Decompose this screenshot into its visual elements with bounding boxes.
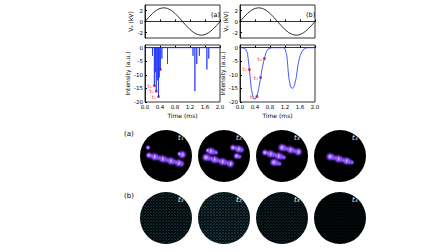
svg-text:-15: -15 xyxy=(134,85,143,91)
svg-text:0.8: 0.8 xyxy=(266,104,275,110)
svg-text:0.0: 0.0 xyxy=(141,104,150,110)
svg-text:t₃: t₃ xyxy=(152,94,156,100)
svg-text:-5: -5 xyxy=(233,58,239,64)
svg-text:t₄: t₄ xyxy=(352,134,358,142)
svg-text:Vₐ (kV): Vₐ (kV) xyxy=(222,11,229,32)
svg-text:t₁: t₁ xyxy=(243,66,247,72)
svg-text:0: 0 xyxy=(235,19,239,25)
svg-text:-20: -20 xyxy=(229,99,238,105)
svg-text:1.6: 1.6 xyxy=(296,104,305,110)
svg-text:t₄: t₄ xyxy=(258,56,263,62)
svg-text:t₂: t₂ xyxy=(250,93,255,100)
svg-text:0.4: 0.4 xyxy=(251,104,260,110)
svg-text:-20: -20 xyxy=(134,99,143,105)
svg-text:(b): (b) xyxy=(306,11,315,19)
svg-text:t₃: t₃ xyxy=(294,134,300,142)
svg-text:1.2: 1.2 xyxy=(186,104,195,110)
svg-text:-2: -2 xyxy=(233,30,238,36)
svg-text:2.0: 2.0 xyxy=(311,104,320,110)
svg-text:t₁: t₁ xyxy=(178,134,184,142)
svg-text:t₁: t₁ xyxy=(178,196,184,204)
svg-text:0: 0 xyxy=(140,19,144,25)
svg-text:t₃: t₃ xyxy=(294,196,300,204)
svg-text:Vₐ (kV): Vₐ (kV) xyxy=(127,11,134,32)
svg-text:t₁: t₁ xyxy=(147,82,152,89)
svg-text:t₂: t₂ xyxy=(236,134,242,142)
svg-text:t₂: t₂ xyxy=(236,196,242,204)
svg-text:t₂: t₂ xyxy=(149,88,154,95)
svg-text:t₃: t₃ xyxy=(254,75,258,81)
svg-text:0: 0 xyxy=(235,45,239,51)
svg-text:0.4: 0.4 xyxy=(156,104,165,110)
html-text:(b): (b) xyxy=(124,192,134,200)
svg-text:0.0: 0.0 xyxy=(236,104,245,110)
svg-text:-10: -10 xyxy=(229,72,238,78)
svg-text:2.0: 2.0 xyxy=(216,104,225,110)
svg-text:2: 2 xyxy=(235,8,239,14)
svg-text:0.8: 0.8 xyxy=(171,104,180,110)
svg-text:-5: -5 xyxy=(138,58,144,64)
svg-text:0: 0 xyxy=(140,45,144,51)
svg-text:-10: -10 xyxy=(134,72,143,78)
svg-text:Time (ms): Time (ms) xyxy=(261,112,292,119)
svg-text:1.6: 1.6 xyxy=(201,104,210,110)
svg-text:2: 2 xyxy=(140,8,144,14)
svg-text:Time (ms): Time (ms) xyxy=(166,112,197,119)
svg-text:-15: -15 xyxy=(229,85,238,91)
svg-text:Intensity (a.u.): Intensity (a.u.) xyxy=(124,52,132,96)
svg-text:Intensity (a.u.): Intensity (a.u.) xyxy=(219,52,227,96)
svg-text:t₄: t₄ xyxy=(352,196,358,204)
svg-text:-2: -2 xyxy=(138,30,143,36)
html-text:(a): (a) xyxy=(124,130,134,138)
svg-text:(a): (a) xyxy=(211,11,220,19)
svg-text:1.2: 1.2 xyxy=(281,104,290,110)
